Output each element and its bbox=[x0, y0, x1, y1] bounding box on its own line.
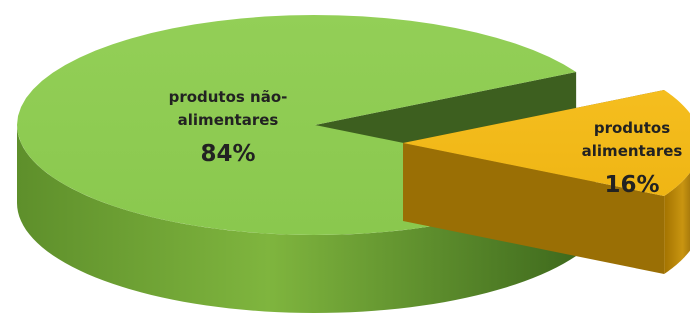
slice-side-wall bbox=[17, 125, 577, 313]
pie-slice-alimentares bbox=[403, 90, 690, 196]
slice-percent-label: 84% bbox=[200, 141, 255, 167]
slice-cut-wall bbox=[403, 143, 665, 274]
slice-name-label: produtos bbox=[594, 119, 670, 137]
slice-side-wall bbox=[664, 172, 690, 274]
slice-label-group: produtos alimentares 16% bbox=[582, 119, 683, 198]
slice-name-label: produtos não- bbox=[169, 88, 288, 106]
slice-name-label: alimentares bbox=[178, 111, 279, 129]
slice-name-label: alimentares bbox=[582, 142, 683, 160]
slice-label-group: produtos não-alimentares 84% bbox=[169, 88, 288, 167]
slice-percent-label: 16% bbox=[604, 172, 659, 198]
